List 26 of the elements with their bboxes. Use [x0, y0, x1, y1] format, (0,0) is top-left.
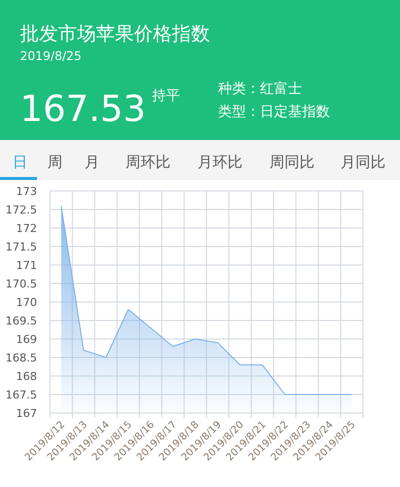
chart-title: 批发市场苹果价格指数: [20, 23, 210, 45]
y-tick-label: 169.5: [6, 314, 37, 328]
y-tick-label: 172.5: [6, 204, 37, 216]
text: 周环比: [126, 153, 170, 171]
y-tick-label: 167: [16, 407, 37, 420]
y-tick-label: 172: [16, 222, 37, 235]
text: 月环比: [198, 153, 242, 171]
text: 种类：红富士: [218, 81, 302, 97]
text: 类型：日定基指数: [218, 104, 330, 120]
y-tick-label: 169: [16, 333, 37, 346]
text: 月: [84, 153, 100, 171]
text: 周同比: [270, 153, 314, 171]
text: 日: [12, 153, 28, 171]
text: 持平: [152, 88, 180, 104]
text: 月同比: [340, 153, 386, 171]
text: 周: [48, 153, 62, 171]
chart-subtitle: 2019/8/25: [20, 49, 82, 63]
y-tick-label: 171.5: [6, 240, 37, 254]
y-tick-label: 168.5: [6, 352, 37, 364]
y-tick-label: 170: [16, 296, 37, 309]
text: 167.53: [20, 89, 146, 130]
y-tick-label: 167.5: [6, 388, 37, 402]
y-tick-label: 171: [16, 259, 37, 272]
y-tick-label: 168: [16, 370, 37, 383]
y-tick-label: 173: [16, 185, 37, 198]
y-tick-label: 170.5: [6, 278, 37, 290]
